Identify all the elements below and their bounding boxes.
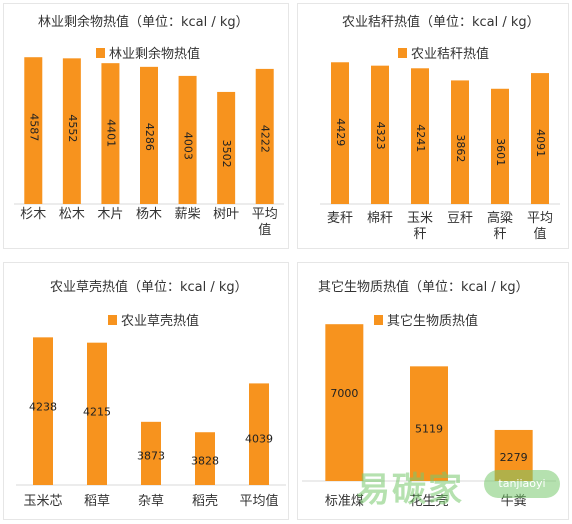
bar [325,324,364,481]
category-label: 杂草 [138,494,164,509]
bar [195,432,215,485]
category-label: 秆 [493,227,506,242]
category-label: 秆 [413,227,426,242]
legend-swatch [108,315,117,325]
category-label: 平均 [252,207,278,222]
bar-value-label: 4238 [29,400,57,413]
bar [141,421,161,485]
category-label: 值 [533,226,546,242]
category-label: 豆秆 [447,211,473,226]
bar [249,383,269,485]
bar-value-label: 3828 [191,454,219,467]
category-label: 牛粪 [501,494,527,509]
bar-value-label: 4222 [259,125,272,153]
category-label: 玉米芯 [23,494,62,509]
bar-value-label: 4003 [182,132,195,160]
bar [62,58,81,204]
bar-value-label: 7000 [330,387,358,400]
legend-label: 农业秸秆热值 [411,46,489,62]
bar [410,366,448,481]
grass-husk-chart: 农业草壳热值（单位：kcal / kg） 农业草壳热值 4238 玉米芯 4215 稻草 3… [3,262,289,520]
category-label: 稻草 [84,494,110,509]
bar [491,88,509,204]
category-label: 值 [258,222,271,238]
bar-value-label: 3502 [220,140,233,168]
bar-value-label: 2279 [500,451,528,464]
bar [24,57,43,204]
bar-value-label: 4429 [334,118,347,146]
bar [531,73,549,204]
other-biomass-chart: 其它生物质热值（单位：kcal / kg） 其它生物质热值 7000 标准煤 5119 花… [297,262,569,520]
chart-title: 其它生物质热值（单位：kcal / kg） [318,279,529,295]
chart-svg: 林业剩余物热值（单位：kcal / kg） 林业剩余物热值 4587 杉木 4552 松木… [14,14,284,238]
legend-swatch [398,48,407,58]
legend-swatch [96,48,105,58]
legend-label: 其它生物质热值 [387,313,478,329]
bar-value-label: 4286 [143,123,156,151]
bar [331,62,349,204]
bar [411,68,429,205]
bar [140,66,158,205]
legend-label: 农业草壳热值 [121,313,199,329]
chart-svg: 其它生物质热值（单位：kcal / kg） 其它生物质热值 7000 标准煤 5119 花… [302,279,556,509]
bar [451,80,469,204]
category-label: 松木 [59,207,85,222]
chart-title: 林业剩余物热值（单位：kcal / kg） [38,14,249,30]
category-label: 薪柴 [175,207,201,222]
bar [371,65,389,204]
bar-value-label: 3601 [494,138,507,166]
bar-value-label: 4091 [534,129,547,157]
category-label: 树叶 [213,207,239,222]
bar [178,75,197,205]
category-label: 花生壳 [409,493,448,509]
chart-title: 农业秸秆热值（单位：kcal / kg） [342,14,540,30]
category-label: 棉秆 [367,211,393,226]
bar [217,91,236,204]
category-label: 杉木 [20,207,46,222]
bar-value-label: 4401 [104,119,117,147]
category-label: 杨木 [136,207,162,222]
bar-value-label: 4587 [27,113,40,141]
category-label: 平均 [527,211,553,226]
straw-chart: 农业秸秆热值（单位：kcal / kg） 农业秸秆热值 4429 麦秆 4323 棉秆 42… [297,3,569,249]
bar [33,337,53,485]
chart-svg: 农业草壳热值（单位：kcal / kg） 农业草壳热值 4238 玉米芯 4215 稻草 3… [16,279,286,509]
category-label: 玉米 [407,211,433,226]
bar [87,342,107,485]
legend-label: 林业剩余物热值 [109,46,200,62]
chart-svg: 农业秸秆热值（单位：kcal / kg） 农业秸秆热值 4429 麦秆 4323 棉秆 42… [320,14,560,242]
bar-value-label: 4241 [414,124,427,152]
category-label: 平均值 [239,493,278,509]
bar-value-label: 4323 [374,122,387,150]
bar-value-label: 5119 [415,422,443,435]
forestry-residue-chart: 林业剩余物热值（单位：kcal / kg） 林业剩余物热值 4587 杉木 4552 松木… [3,3,289,249]
bar [255,68,274,204]
category-label: 稻壳 [192,494,218,509]
bar [101,63,120,204]
category-label: 麦秆 [327,211,353,226]
bar-value-label: 3873 [137,450,165,463]
chart-title: 农业草壳热值（单位：kcal / kg） [50,279,248,295]
bar-value-label: 4215 [83,406,111,419]
category-label: 木片 [97,207,123,222]
category-label: 高粱 [487,210,513,226]
category-label: 标准煤 [325,494,364,509]
bar-value-label: 3862 [454,134,467,162]
legend-swatch [374,315,383,325]
bar-value-label: 4039 [245,432,273,445]
bar-value-label: 4552 [66,114,79,142]
